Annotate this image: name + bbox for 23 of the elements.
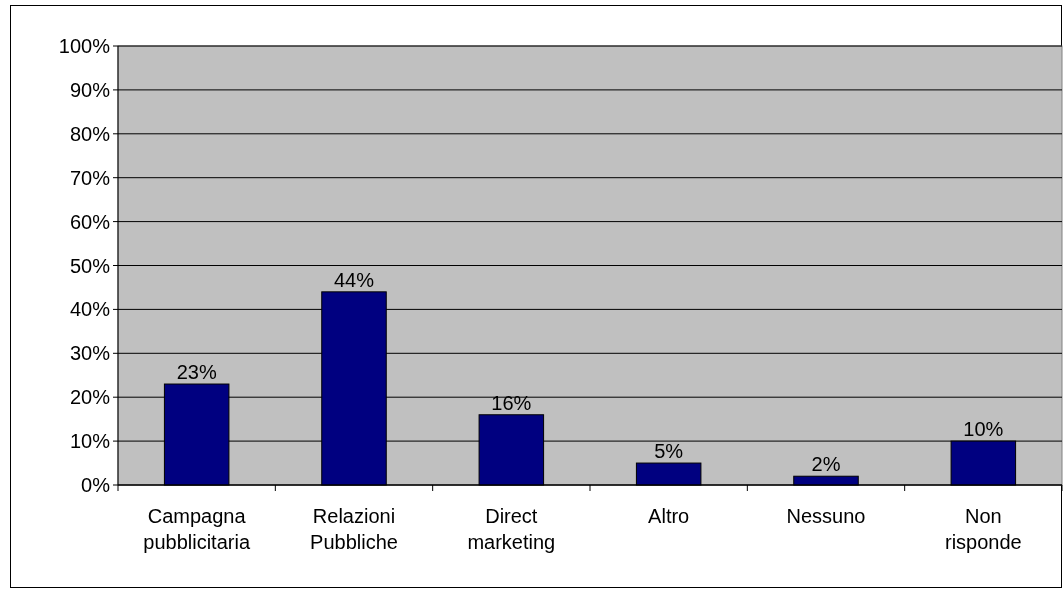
data-label: 16% (491, 391, 532, 414)
y-tick-label: 80% (69, 122, 111, 145)
y-tick-label: 70% (69, 166, 111, 189)
data-label: 23% (176, 361, 217, 384)
x-tick-label: Relazioni Pubbliche (310, 505, 398, 553)
x-tick-label: Direct marketing (467, 505, 556, 553)
y-tick-label: 60% (69, 210, 111, 233)
y-tick-label: 40% (69, 298, 111, 321)
x-tick-label: Non risponde (944, 505, 1022, 553)
x-tick-label: Campagna pubblicitaria (143, 505, 251, 553)
y-tick-label: 0% (81, 474, 111, 496)
y-tick-label: 20% (69, 386, 111, 409)
y-tick-label: 100% (58, 35, 111, 57)
y-tick-label: 30% (69, 342, 111, 365)
data-label: 10% (963, 418, 1004, 441)
y-tick-label: 50% (69, 254, 111, 277)
x-tick-label: Altro (648, 505, 690, 527)
x-tick-label: Nessuno (786, 505, 866, 527)
y-tick-label: 90% (69, 78, 111, 101)
data-label: 44% (333, 268, 375, 291)
y-tick-label: 10% (69, 430, 111, 453)
data-label: 5% (654, 440, 684, 463)
data-label: 2% (811, 453, 841, 476)
